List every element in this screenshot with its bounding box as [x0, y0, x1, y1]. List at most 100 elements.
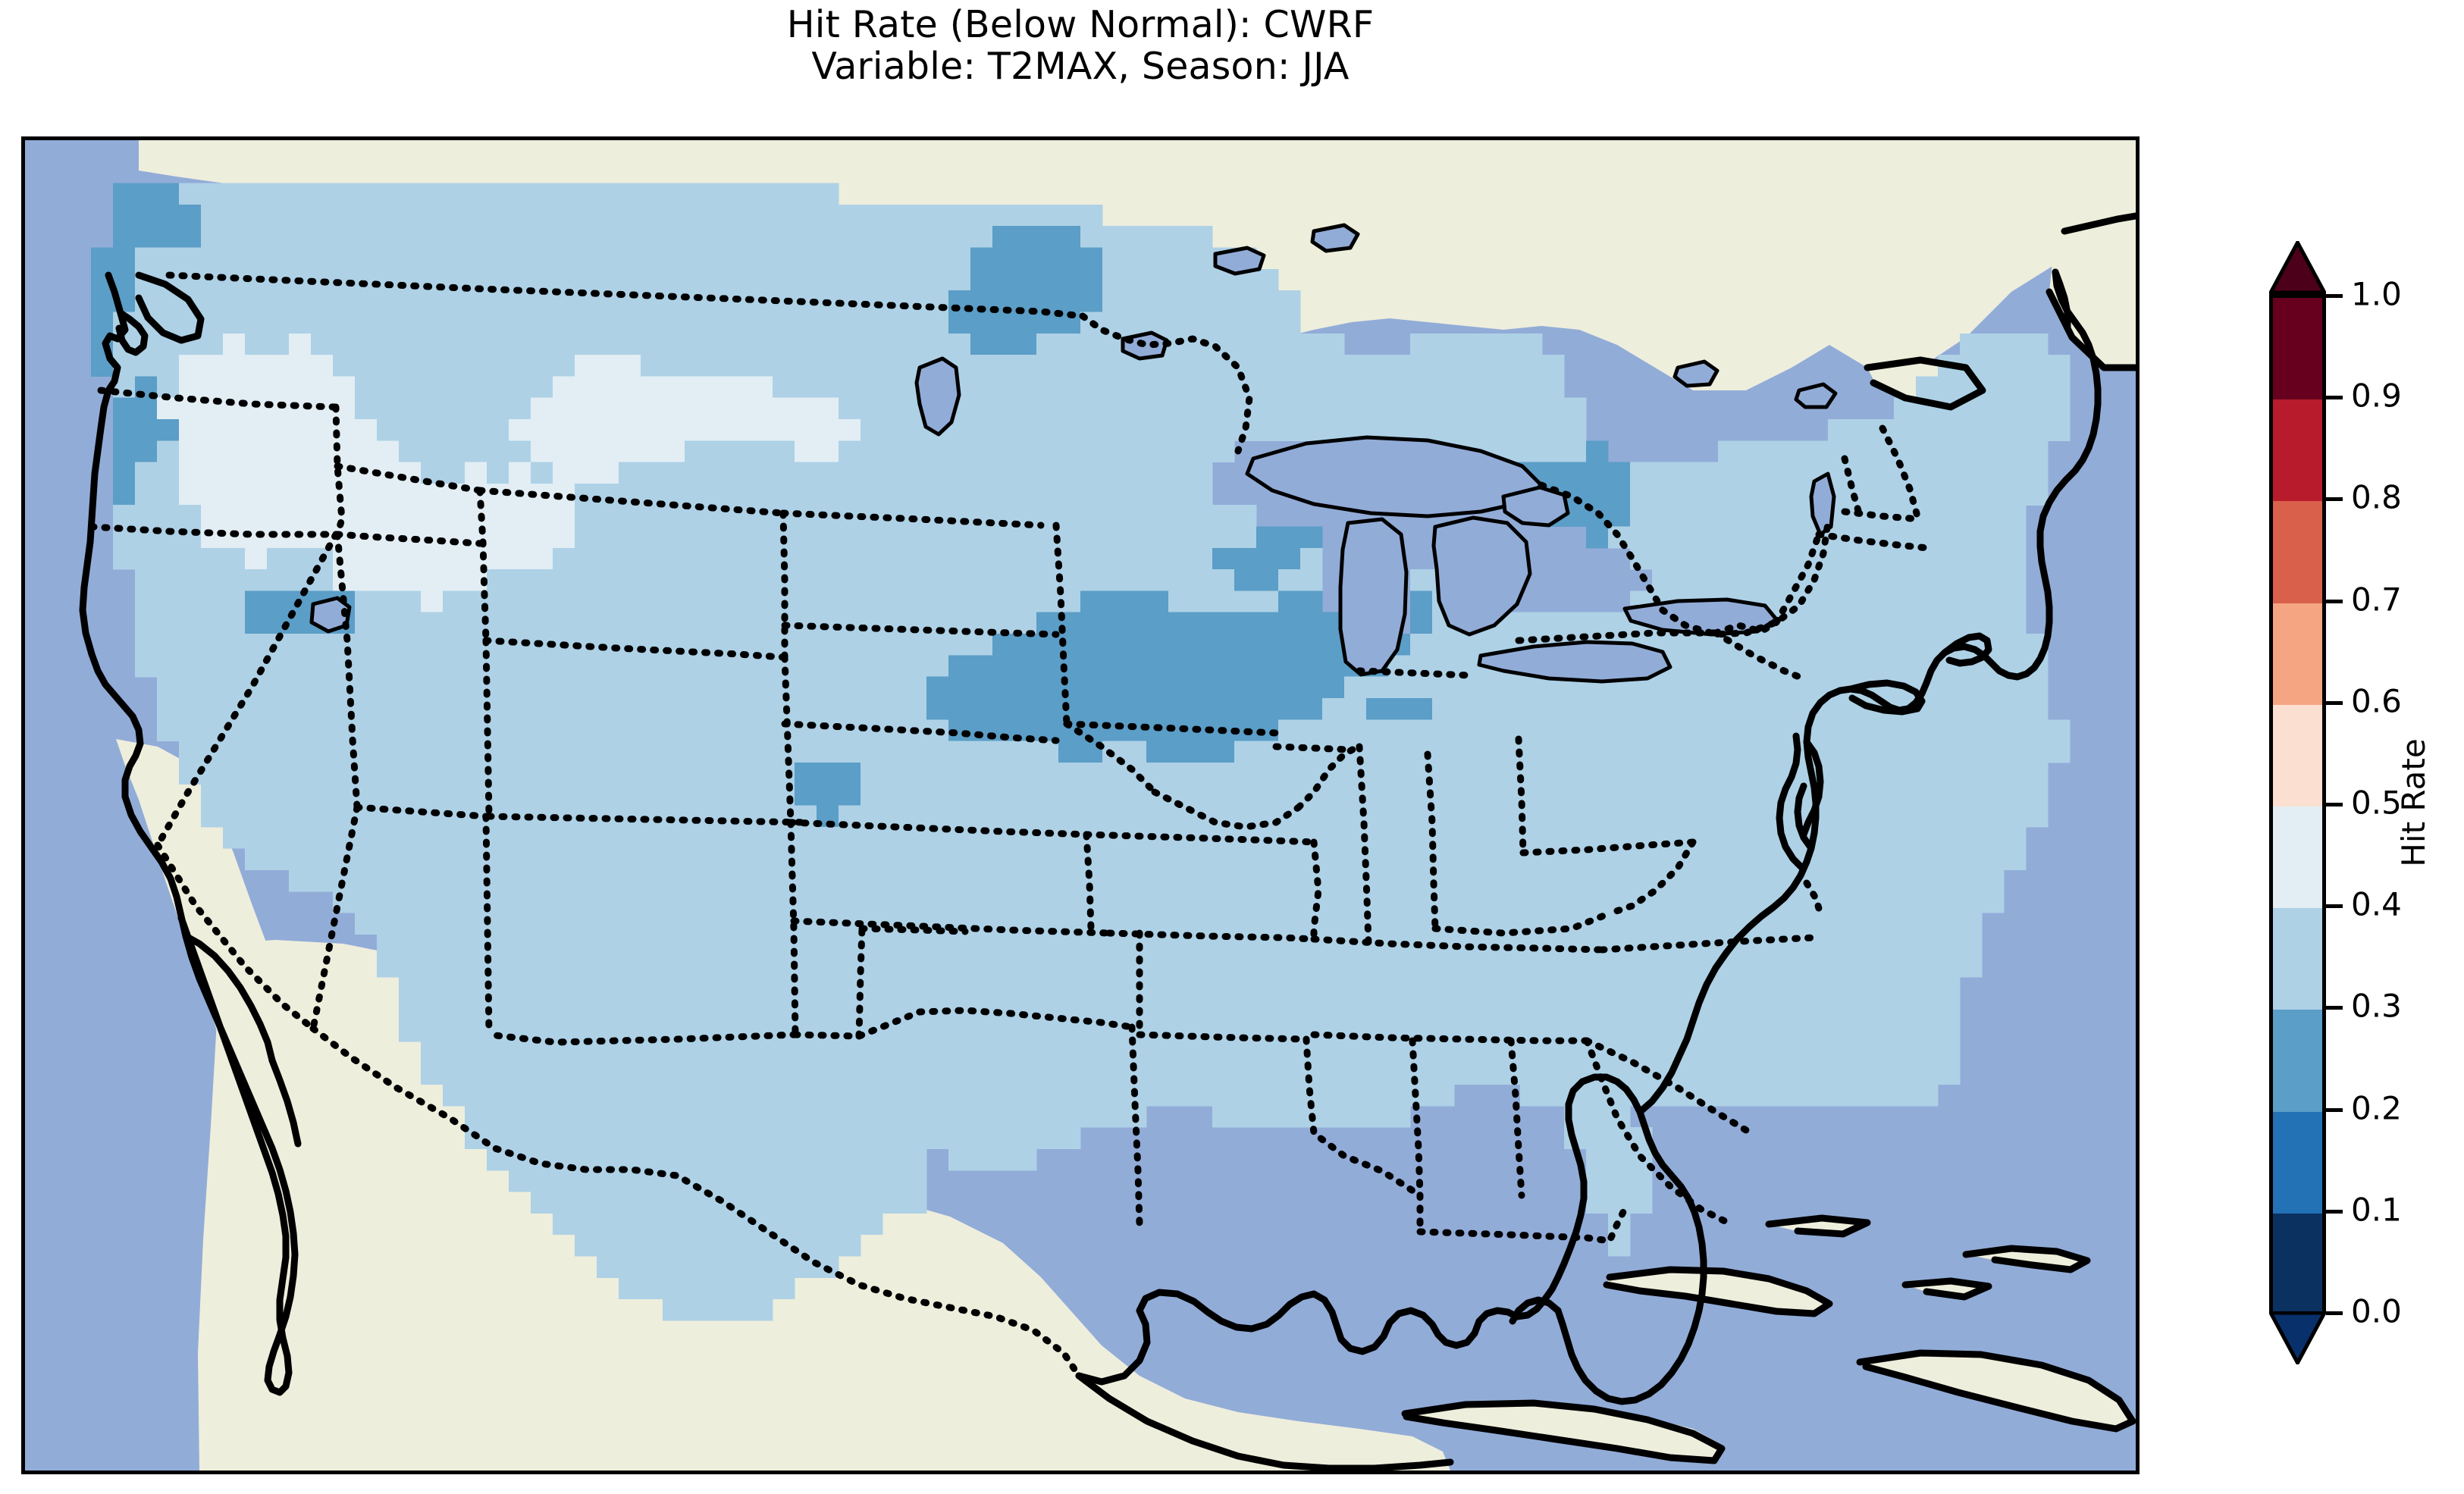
data-cell-run: [113, 505, 202, 528]
data-cell-run: [948, 655, 1389, 678]
state-border: [1507, 1037, 1525, 1199]
state-border: [309, 803, 361, 1032]
state-border: [792, 1007, 1136, 1040]
data-cell-run: [1916, 376, 2071, 399]
state-border: [476, 487, 490, 644]
data-cell-run: [135, 612, 246, 634]
lake-erie: [1477, 640, 1672, 684]
data-cell-run: [377, 955, 1983, 978]
colorbar[interactable]: 1.0 0.9 0.8 0.7 0.6 0.5 0.4 0.3 0.2 0.1 0.0 Hit Ra…: [2269, 241, 2451, 1364]
state-border: [1310, 1031, 1591, 1045]
data-cell-run: [399, 998, 1961, 1021]
state-border: [1136, 1031, 1310, 1043]
colorbar-tick-label: 0.4: [2351, 885, 2402, 923]
data-cell-run: [1432, 698, 2049, 720]
state-border: [482, 637, 493, 820]
data-cell-run: [201, 204, 1103, 227]
colorbar-tick-label: 0.3: [2351, 987, 2402, 1025]
data-cell-run: [465, 462, 487, 484]
data-cell-run: [1036, 612, 1345, 634]
state-border: [1063, 720, 1158, 796]
state-border: [1063, 720, 1280, 737]
coastline-segment: [268, 1057, 302, 1148]
data-cell-run: [948, 719, 1279, 742]
data-cell-run: [839, 805, 2049, 828]
colorbar-under-arrow: [2269, 1311, 2326, 1364]
data-cell-run: [992, 226, 1081, 249]
data-cell-run: [992, 634, 1345, 656]
colorbar-tick-label: 0.8: [2351, 478, 2402, 516]
data-cell-run: [135, 569, 334, 591]
data-cell-run: [311, 333, 971, 355]
map-axes[interactable]: [21, 136, 2140, 1474]
data-cell-run: [970, 333, 1037, 355]
data-cell-run: [355, 913, 1983, 935]
data-cell-run: [1410, 590, 1433, 613]
data-cell-run: [465, 1105, 1147, 1128]
data-cell-run: [399, 440, 531, 463]
data-cell-run: [333, 355, 575, 377]
state-border: [1052, 521, 1071, 728]
data-cell-run: [1278, 590, 1323, 613]
data-cell-run: [1146, 741, 1235, 763]
data-cell-run: [355, 612, 1037, 634]
data-cell-run: [619, 1277, 795, 1300]
data-cell-run: [795, 440, 839, 463]
data-cell-run: [509, 1170, 927, 1192]
data-cell-run: [531, 1192, 927, 1214]
data-cell-run: [179, 376, 356, 399]
state-border: [1128, 1023, 1143, 1228]
data-cell-run: [619, 462, 1213, 484]
data-cell-run: [1586, 440, 1609, 463]
colorbar-tick: [2326, 904, 2343, 909]
state-border: [1519, 838, 1697, 857]
coastline-segment: [1636, 268, 2102, 1116]
data-cell-run: [135, 655, 949, 678]
coastline-segment: [1765, 1214, 1871, 1238]
colorbar-tick: [2326, 1006, 2343, 1010]
cuba-island: [1405, 1405, 1723, 1459]
colorbar-band: [2273, 807, 2322, 909]
state-border: [1712, 629, 1810, 684]
data-cell-run: [553, 376, 773, 399]
data-cell-run: [399, 977, 1961, 999]
coastline-segment: [1075, 1372, 1454, 1471]
data-cell-run: [926, 676, 1345, 699]
state-border: [334, 462, 484, 494]
colorbar-tick: [2326, 803, 2343, 807]
data-cell-run: [1520, 1084, 1939, 1107]
data-cell-run: [487, 569, 1235, 591]
colorbar-tick: [2326, 497, 2343, 502]
data-cell-run: [179, 183, 839, 205]
title-line-2: Variable: T2MAX, Season: JJA: [811, 44, 1350, 88]
colorbar-tick: [2326, 396, 2343, 400]
page-title: Hit Rate (Below Normal): CWRF Variable: …: [0, 4, 2161, 88]
data-cell-run: [970, 247, 1103, 270]
state-border: [154, 841, 317, 1032]
data-cell-run: [91, 312, 114, 334]
data-cell-run: [948, 290, 1103, 312]
data-cell-run: [685, 440, 795, 463]
data-cell-run: [421, 1041, 1961, 1063]
colorbar-over-arrow: [2269, 241, 2326, 294]
data-cell-run: [575, 355, 641, 377]
state-border: [1841, 455, 1864, 520]
data-cell-run: [1234, 741, 2071, 763]
data-cell-run: [333, 547, 553, 570]
data-cell-run: [1366, 698, 1433, 720]
state-border: [165, 271, 1086, 320]
state-border: [1606, 838, 1697, 917]
colorbar-bands[interactable]: [2269, 294, 2326, 1316]
data-cell-run: [509, 462, 531, 484]
map-canvas: [79, 140, 2136, 1471]
data-cell-run: [135, 247, 971, 270]
data-cell-run: [135, 462, 180, 484]
colorbar-band: [2273, 1010, 2322, 1113]
data-cell-run: [113, 204, 202, 227]
data-cell-run: [1322, 698, 1367, 720]
data-cell-run: [377, 419, 509, 441]
state-border: [1879, 424, 1921, 520]
state-border: [1424, 750, 1439, 932]
coastline-segment: [1401, 1399, 1726, 1464]
data-cell-run: [113, 226, 202, 249]
